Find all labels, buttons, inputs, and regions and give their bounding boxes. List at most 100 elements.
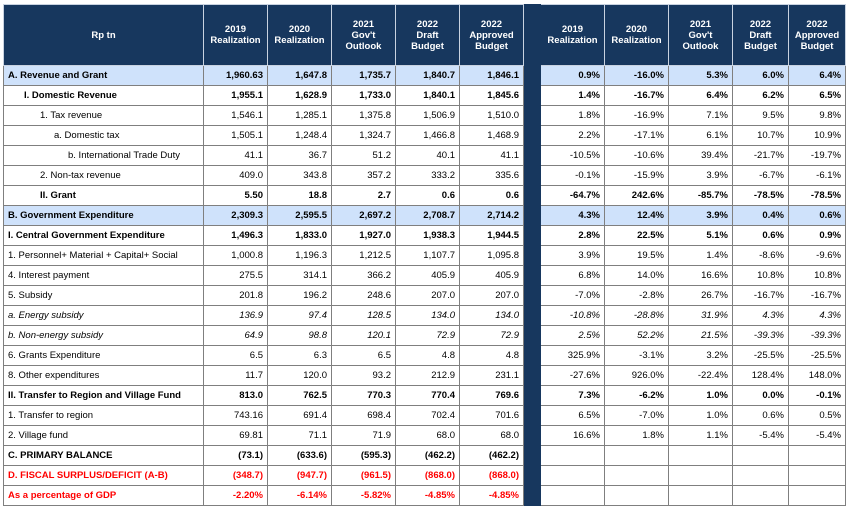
row-label: 1. Personnel+ Material + Capital+ Social <box>3 245 204 266</box>
growth-cell: 0.6% <box>732 405 789 426</box>
growth-cell: 2.5% <box>540 325 605 346</box>
value-cell: 343.8 <box>267 165 332 186</box>
column-divider <box>523 85 541 106</box>
column-divider <box>523 145 541 166</box>
value-cell: -4.85% <box>395 485 460 506</box>
value-cell: 207.0 <box>395 285 460 306</box>
header-line: Budget <box>800 40 834 52</box>
growth-cell: 3.9% <box>668 205 733 226</box>
value-cell: 813.0 <box>203 385 268 406</box>
growth-col-2: 2021 Gov't Outlook <box>668 4 733 66</box>
growth-cell: 21.5% <box>668 325 733 346</box>
column-divider <box>523 345 541 366</box>
growth-cell: 5.3% <box>668 65 733 86</box>
value-cell: 275.5 <box>203 265 268 286</box>
row-label: D. FISCAL SURPLUS/DEFICIT (A-B) <box>3 465 204 486</box>
row-label: 6. Grants Expenditure <box>3 345 204 366</box>
growth-cell <box>668 445 733 466</box>
value-cell: (595.3) <box>331 445 396 466</box>
growth-cell: 22.5% <box>604 225 669 246</box>
growth-cell: -5.4% <box>732 425 789 446</box>
value-cell: 41.1 <box>203 145 268 166</box>
growth-cell: 0.9% <box>540 65 605 86</box>
value-cell: 0.6 <box>395 185 460 206</box>
header-line: Budget <box>411 40 444 52</box>
growth-cell: -0.1% <box>788 385 846 406</box>
growth-cell: 128.4% <box>732 365 789 386</box>
growth-cell: -78.5% <box>732 185 789 206</box>
growth-cell: -16.0% <box>604 65 669 86</box>
growth-cell: -5.4% <box>788 425 846 446</box>
growth-cell: 3.2% <box>668 345 733 366</box>
value-cell: 72.9 <box>459 325 524 346</box>
column-divider <box>523 245 541 266</box>
column-divider <box>523 445 541 466</box>
growth-col-4: 2022 Approved Budget <box>788 4 846 66</box>
header-line: Approved <box>469 29 514 41</box>
growth-cell: -9.6% <box>788 245 846 266</box>
value-cell: 1,248.4 <box>267 125 332 146</box>
growth-cell: 2.2% <box>540 125 605 146</box>
growth-cell: -39.3% <box>788 325 846 346</box>
row-label: I. Domestic Revenue <box>3 85 204 106</box>
value-cell: 1,196.3 <box>267 245 332 266</box>
growth-cell: -25.5% <box>732 345 789 366</box>
growth-cell: 4.3% <box>540 205 605 226</box>
value-col-3: 2022 Draft Budget <box>395 4 460 66</box>
column-divider <box>523 305 541 326</box>
value-cell: 762.5 <box>267 385 332 406</box>
value-cell: 136.9 <box>203 305 268 326</box>
row-label: A. Revenue and Grant <box>3 65 204 86</box>
column-divider <box>523 65 541 86</box>
value-cell: 743.16 <box>203 405 268 426</box>
value-cell: 5.50 <box>203 185 268 206</box>
value-cell: 201.8 <box>203 285 268 306</box>
growth-cell: 6.2% <box>732 85 789 106</box>
growth-cell: 1.8% <box>540 105 605 126</box>
value-cell: 71.9 <box>331 425 396 446</box>
growth-cell: 0.0% <box>732 385 789 406</box>
value-cell: 1,505.1 <box>203 125 268 146</box>
growth-cell: 3.9% <box>540 245 605 266</box>
value-cell: (868.0) <box>459 465 524 486</box>
value-cell: 4.8 <box>395 345 460 366</box>
growth-cell <box>604 465 669 486</box>
header-line: Draft <box>749 29 772 41</box>
growth-cell: 0.6% <box>788 205 846 226</box>
value-col-1: 2020 Realization <box>267 4 332 66</box>
value-cell: 1,938.3 <box>395 225 460 246</box>
growth-cell <box>788 445 846 466</box>
table-row: II. Grant 5.50 18.8 2.7 0.6 0.6 -64.7% 242.6% -8… <box>3 185 846 206</box>
header-line: Approved <box>794 29 840 41</box>
value-cell: 1,927.0 <box>331 225 396 246</box>
row-label: 5. Subsidy <box>3 285 204 306</box>
value-cell: 212.9 <box>395 365 460 386</box>
growth-cell: 9.5% <box>732 105 789 126</box>
value-cell: -4.85% <box>459 485 524 506</box>
value-cell: 41.1 <box>459 145 524 166</box>
growth-cell: -6.7% <box>732 165 789 186</box>
value-cell: 409.0 <box>203 165 268 186</box>
growth-col-1: 2020 Realization <box>604 4 669 66</box>
growth-cell: 14.0% <box>604 265 669 286</box>
growth-cell: -8.6% <box>732 245 789 266</box>
value-cell: 2,714.2 <box>459 205 524 226</box>
growth-cell: 16.6% <box>668 265 733 286</box>
growth-cell: 0.9% <box>788 225 846 246</box>
growth-cell: 6.4% <box>788 65 846 86</box>
fiscal-budget-table: Rp tn 2019 Realization 2020 Realization 2021 G… <box>3 4 846 506</box>
header-line: 2020 <box>625 24 648 35</box>
column-divider <box>523 185 541 206</box>
growth-cell: 1.0% <box>668 405 733 426</box>
growth-cell: 26.7% <box>668 285 733 306</box>
growth-cell: -7.0% <box>604 405 669 426</box>
table-row: A. Revenue and Grant 1,960.63 1,647.8 1,735… <box>3 65 846 86</box>
growth-cell: 4.3% <box>788 305 846 326</box>
growth-cell: -28.8% <box>604 305 669 326</box>
value-cell: 1,735.7 <box>331 65 396 86</box>
row-label: II. Grant <box>3 185 204 206</box>
growth-cell <box>540 485 605 506</box>
row-label: 8. Other expenditures <box>3 365 204 386</box>
column-divider <box>523 225 541 246</box>
value-cell: 314.1 <box>267 265 332 286</box>
